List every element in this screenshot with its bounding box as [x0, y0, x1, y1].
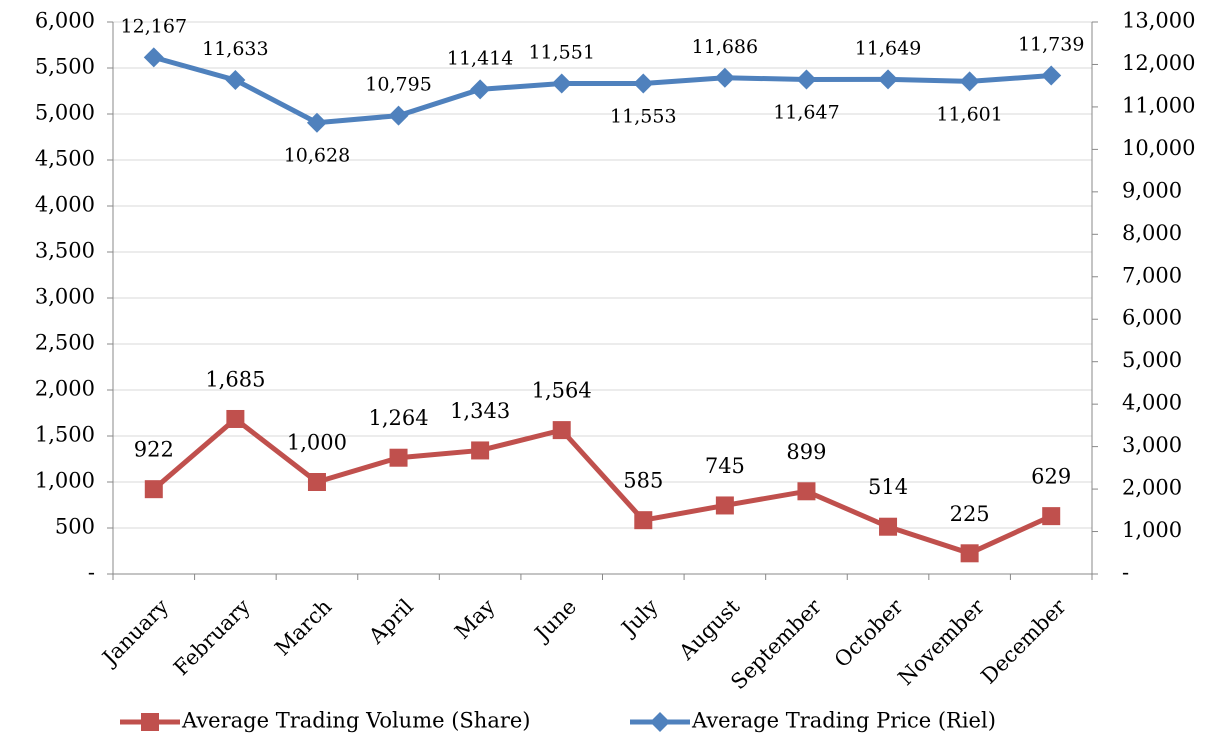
y-tick-label: 6,000: [35, 9, 95, 33]
point: [1042, 507, 1061, 526]
data-label: 629: [1031, 465, 1071, 489]
data-label: 225: [950, 502, 990, 526]
point: [633, 73, 654, 94]
data-label: 11,633: [202, 38, 268, 60]
point: [960, 544, 979, 563]
x-tick-label: December: [976, 594, 1071, 689]
y2-tick-label: 1,000: [1122, 518, 1182, 542]
point: [143, 47, 164, 68]
y-tick-label: 500: [55, 515, 95, 539]
point: [797, 482, 816, 501]
line: [153, 54, 1052, 126]
y-tick-label: 1,000: [35, 469, 95, 493]
x-tick-label: April: [363, 594, 418, 649]
data-label: 11,739: [1018, 34, 1084, 56]
y2-tick-label: -: [1122, 561, 1129, 585]
y2-tick-label: 11,000: [1122, 93, 1195, 117]
x-tick-label: November: [893, 594, 989, 690]
y2-tick-label: 7,000: [1122, 263, 1182, 287]
y-tick-label: 4,000: [35, 193, 95, 217]
data-label: 1,343: [450, 399, 510, 423]
point: [388, 105, 409, 126]
x-tick-label: January: [97, 594, 174, 671]
x-tick-label: March: [270, 594, 336, 660]
data-label: 12,167: [121, 15, 187, 37]
data-label: 899: [786, 440, 826, 464]
legend-marker: [650, 712, 670, 732]
x-tick-label: July: [616, 594, 663, 641]
point: [879, 517, 898, 536]
y-tick-label: 2,000: [35, 377, 95, 401]
point: [634, 511, 653, 530]
data-label: 922: [134, 438, 174, 462]
data-label: 11,649: [855, 37, 921, 59]
y2-tick-label: 6,000: [1122, 306, 1182, 330]
point: [878, 69, 899, 90]
point: [306, 112, 327, 133]
point: [714, 67, 735, 88]
x-tick-label: February: [169, 594, 255, 680]
y2-tick-label: 5,000: [1122, 348, 1182, 372]
data-label: 11,686: [692, 36, 758, 58]
data-label: 11,551: [528, 42, 594, 64]
line: [152, 415, 1053, 556]
data-label: 11,553: [610, 105, 676, 127]
legend-label: Average Trading Price (Riel): [691, 709, 996, 733]
y-tick-label: 1,500: [35, 423, 95, 447]
point: [552, 421, 571, 440]
y2-tick-label: 9,000: [1122, 178, 1182, 202]
y-tick-label: 3,500: [35, 239, 95, 263]
x-tick-label: October: [830, 594, 908, 672]
y-tick-label: 5,500: [35, 55, 95, 79]
y-tick-label: -: [88, 561, 95, 585]
y2-tick-label: 4,000: [1122, 391, 1182, 415]
y2-tick-label: 3,000: [1122, 433, 1182, 457]
point: [307, 473, 326, 491]
x-tick-label: August: [674, 594, 745, 665]
y2-tick-label: 13,000: [1122, 9, 1195, 33]
y2-tick-label: 12,000: [1122, 51, 1195, 75]
data-label: 11,414: [447, 47, 513, 69]
y-tick-label: 4,500: [35, 147, 95, 171]
data-label: 1,000: [287, 431, 347, 455]
y2-tick-label: 10,000: [1122, 136, 1195, 160]
point: [470, 79, 491, 100]
data-label: 1,264: [368, 406, 428, 430]
point: [389, 448, 408, 467]
data-label: 1,685: [205, 367, 265, 391]
legend-marker: [141, 713, 159, 731]
data-label: 1,564: [532, 379, 592, 403]
point: [1041, 65, 1062, 86]
data-label: 11,647: [773, 101, 839, 123]
y-tick-label: 5,000: [35, 101, 95, 125]
data-label: 745: [705, 454, 745, 478]
point: [226, 409, 245, 428]
y-tick-label: 2,500: [35, 331, 95, 355]
data-label: 11,601: [936, 103, 1002, 125]
y-tick-label: 3,000: [35, 285, 95, 309]
data-label: 514: [868, 475, 908, 499]
legend-label: Average Trading Volume (Share): [181, 709, 531, 733]
x-tick-label: June: [529, 594, 581, 646]
data-label: 10,628: [284, 145, 350, 167]
x-tick-label: May: [450, 594, 500, 644]
point: [796, 69, 817, 90]
data-label: 10,795: [365, 74, 431, 96]
point: [144, 480, 163, 499]
point: [225, 70, 246, 91]
y2-tick-label: 2,000: [1122, 476, 1182, 500]
point: [471, 441, 490, 460]
point: [959, 71, 980, 92]
point: [715, 496, 734, 515]
y2-tick-label: 8,000: [1122, 221, 1182, 245]
data-label: 585: [623, 469, 663, 493]
point: [551, 73, 572, 94]
